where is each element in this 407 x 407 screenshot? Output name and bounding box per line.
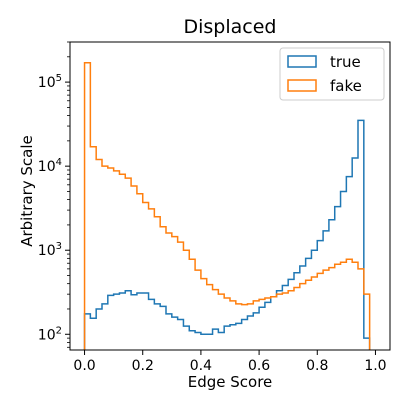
plot-area	[83, 61, 371, 350]
series-true-histogram	[83, 119, 371, 350]
legend-label-true: true	[330, 53, 361, 71]
y-tick-label: 103	[38, 241, 62, 259]
x-tick-label: 0.2	[132, 358, 154, 374]
x-tick-label: 0.4	[190, 358, 212, 374]
plot-frame	[69, 41, 391, 351]
y-tick-label: 105	[38, 73, 62, 91]
x-tick-label: 0.6	[248, 358, 270, 374]
y-tick-label: 102	[38, 325, 62, 343]
chart-title: Displaced	[184, 16, 277, 38]
axes: 0.0 0.2 0.4 0.6 0.8 1.0 102 103 104 105	[38, 41, 391, 374]
legend-box	[279, 47, 385, 101]
y-tick-label: 104	[38, 157, 62, 175]
legend-swatch-true	[287, 55, 317, 68]
x-tick-label: 0.8	[306, 358, 328, 374]
legend-label-fake: fake	[330, 77, 362, 95]
x-tick-label: 0.0	[73, 358, 95, 374]
x-tick-label: 1.0	[364, 358, 386, 374]
series-fake-histogram	[83, 61, 371, 350]
legend-swatch-fake	[287, 79, 317, 92]
x-axis-label: Edge Score	[188, 373, 273, 391]
legend: true fake	[279, 47, 385, 101]
y-axis-label: Arbitrary Scale	[18, 135, 36, 247]
